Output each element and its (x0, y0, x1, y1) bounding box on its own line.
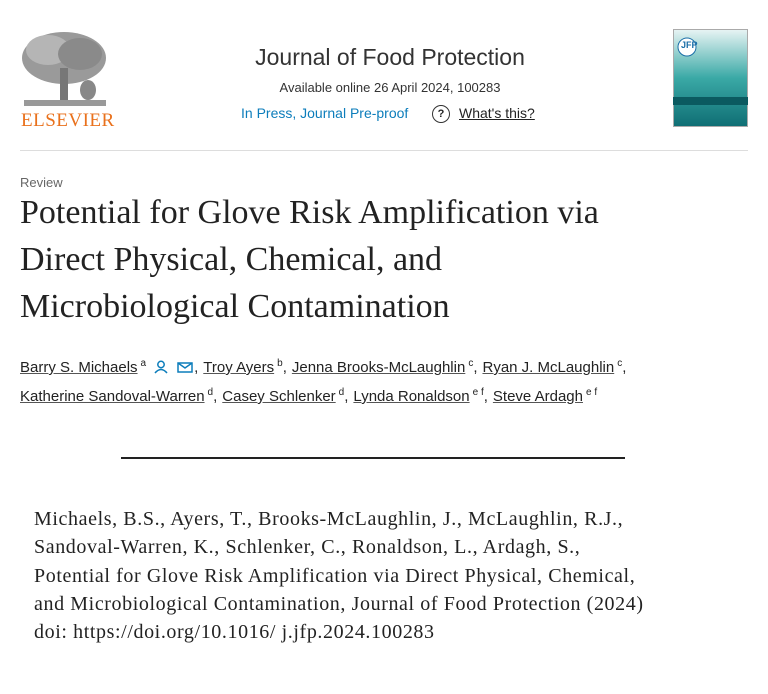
separator: , (344, 388, 349, 405)
separator: , (213, 388, 218, 405)
citation-line: doi: https://doi.org/10.1016/ j.jfp.2024… (34, 621, 435, 644)
affiliation: b (277, 358, 283, 369)
author-name[interactable]: Jenna Brooks-McLaughlin (291, 359, 466, 376)
author-line: Katherine Sandoval-Warren d, Casey Schlenk… (20, 387, 597, 405)
citation-line: and Microbiological Contamination, Journ… (34, 592, 644, 615)
status-link[interactable]: In Press, Journal Pre-proof (241, 105, 409, 121)
author-line: Barry S. Michaels a, Troy Ayers b, Jenna Bro… (20, 358, 631, 376)
author-name[interactable]: Troy Ayers (203, 359, 275, 376)
affiliation: d (207, 387, 214, 398)
article-type: Review (20, 175, 63, 190)
availability: Available online 26 April 2024, 100283 (279, 80, 501, 95)
affiliation: c (468, 358, 474, 369)
citation-line: Michaels, B.S., Ayers, T., Brooks-McLaug… (34, 508, 624, 530)
title-line: Microbiological Contamination (20, 288, 450, 325)
title-line: Direct Physical, Chemical, and (20, 241, 443, 278)
author-icons[interactable] (154, 359, 194, 376)
divider (20, 150, 748, 151)
author-name[interactable]: Lynda Ronaldson (353, 388, 470, 405)
contact-icons[interactable] (154, 360, 194, 374)
help-link[interactable]: What's this? (459, 105, 535, 121)
author-name[interactable]: Ryan J. McLaughlin (482, 359, 615, 376)
author-name[interactable]: Katherine Sandoval-Warren (20, 388, 205, 405)
separator: , (483, 388, 488, 405)
title-line: Potential for Glove Risk Amplification v… (20, 194, 599, 231)
publisher-logo-text: ELSEVIER (21, 110, 115, 131)
elsevier-tree-logo (22, 32, 106, 106)
help-icon[interactable]: ? (432, 105, 450, 123)
affiliation: a (140, 358, 147, 369)
citation-line: Potential for Glove Risk Amplification v… (34, 564, 636, 587)
affiliation: c (617, 358, 623, 369)
journal-title[interactable]: Journal of Food Protection (255, 44, 525, 70)
separator: , (473, 359, 478, 376)
separator-rule (121, 457, 625, 459)
affiliation: e f (585, 387, 598, 398)
author-name[interactable]: Steve Ardagh (492, 388, 583, 405)
citation-line: Sandoval-Warren, K., Schlenker, C., Rona… (34, 536, 581, 559)
journal-cover[interactable] (673, 29, 748, 127)
separator: , (282, 359, 287, 376)
separator: , (194, 359, 199, 376)
author-name[interactable]: Barry S. Michaels (20, 359, 138, 376)
author-name[interactable]: Casey Schlenker (222, 388, 336, 405)
affiliation: d (338, 387, 345, 398)
cover-label: JFP (681, 40, 698, 50)
separator: , (622, 359, 627, 376)
affiliation: e f (472, 387, 484, 398)
